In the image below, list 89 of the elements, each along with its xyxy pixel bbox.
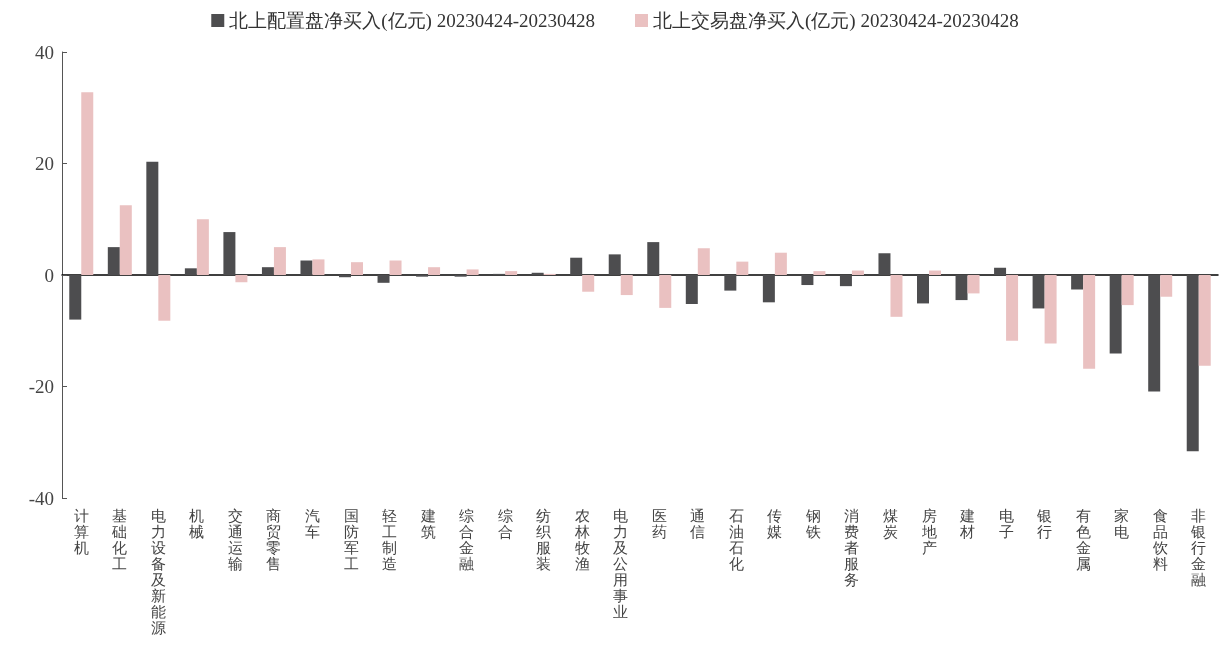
x-tick-label: 房地产	[920, 508, 937, 556]
x-tick-label: 计算机	[73, 508, 89, 556]
bar	[1083, 275, 1096, 369]
legend-label: 北上配置盘净买入(亿元) 20230424-20230428	[229, 10, 595, 32]
x-tick-label: 轻工制造	[382, 508, 398, 572]
bar	[312, 259, 325, 275]
bar	[1032, 275, 1045, 309]
bar	[967, 275, 980, 294]
x-tick-label: 建材	[959, 508, 976, 540]
bar	[119, 205, 132, 275]
x-tick-label: 商贸零售	[266, 508, 282, 572]
x-tick-label: 医药	[651, 508, 667, 540]
y-tick-label: -20	[28, 376, 54, 397]
y-tick-label: 0	[44, 264, 54, 286]
bar	[697, 248, 710, 275]
bar	[107, 247, 120, 275]
bar	[389, 260, 402, 275]
bar	[235, 275, 248, 283]
x-tick-label: 机械	[189, 508, 205, 540]
x-tick-label: 电力设备及新能源	[150, 508, 166, 636]
bar	[647, 242, 660, 275]
x-tick-label: 石油石化	[728, 508, 744, 572]
bar	[890, 275, 903, 317]
x-tick-label: 食品饮料	[1151, 508, 1168, 572]
bar	[685, 275, 698, 304]
bar	[955, 275, 968, 301]
bar	[582, 275, 595, 292]
bar	[146, 161, 159, 275]
x-tick-label: 建筑	[419, 508, 436, 540]
bar	[1160, 275, 1173, 297]
bar	[1071, 275, 1084, 290]
bar	[570, 257, 583, 275]
bar	[428, 267, 441, 275]
bar	[261, 267, 274, 275]
bar	[223, 232, 236, 275]
x-tick-label: 国防军工	[343, 508, 359, 572]
bar	[1109, 275, 1122, 354]
x-tick-label: 综合金融	[459, 508, 475, 572]
bar	[1121, 275, 1134, 306]
bar	[659, 275, 672, 308]
x-tick-label: 交通运输	[227, 508, 243, 572]
bar	[813, 271, 826, 275]
bar	[505, 271, 518, 275]
bar	[466, 269, 479, 275]
x-tick-label: 通信	[690, 508, 706, 540]
y-tick-label: -40	[28, 487, 54, 509]
y-tick-label: 40	[35, 41, 54, 63]
bar	[774, 252, 787, 275]
x-tick-label: 消费者服务	[844, 508, 860, 588]
bar	[724, 275, 737, 291]
bar	[1006, 275, 1019, 341]
x-tick-label: 电子	[998, 508, 1014, 540]
x-tick-label: 基础化工	[111, 508, 128, 572]
bar	[736, 261, 749, 275]
x-tick-label: 有色金属	[1075, 508, 1091, 572]
bar	[81, 92, 94, 275]
x-tick-label: 银行	[1036, 508, 1053, 540]
bar	[608, 254, 621, 275]
x-tick-label: 非银行金融	[1190, 508, 1207, 588]
bar	[184, 268, 197, 275]
bar	[801, 275, 814, 286]
legend-label: 北上交易盘净买入(亿元) 20230424-20230428	[653, 10, 1019, 32]
bar	[839, 275, 852, 287]
bar	[196, 219, 209, 275]
x-tick-label: 家电	[1114, 508, 1130, 540]
x-tick-label: 电力及公用事业	[613, 508, 629, 620]
bar	[1044, 275, 1057, 344]
bar	[1198, 275, 1211, 366]
y-tick-label: 20	[35, 153, 54, 174]
x-tick-label: 汽车	[304, 508, 320, 540]
x-tick-label: 煤炭	[882, 508, 898, 540]
bar	[1148, 275, 1161, 392]
x-tick-label: 综合	[497, 508, 513, 540]
bar	[158, 275, 171, 321]
bar	[377, 275, 390, 283]
bar	[300, 260, 313, 275]
bar	[273, 247, 286, 275]
x-tick-label: 纺织服装	[536, 508, 552, 572]
bar	[994, 267, 1007, 275]
bar	[762, 275, 775, 303]
x-tick-label: 农林牧渔	[573, 508, 590, 572]
bar	[917, 275, 929, 304]
bar	[1186, 275, 1199, 452]
x-tick-label: 传媒	[767, 508, 783, 540]
bar	[69, 275, 82, 320]
bar	[878, 253, 891, 275]
bar	[351, 262, 363, 275]
x-tick-label: 钢铁	[804, 508, 821, 540]
bar	[620, 275, 633, 296]
